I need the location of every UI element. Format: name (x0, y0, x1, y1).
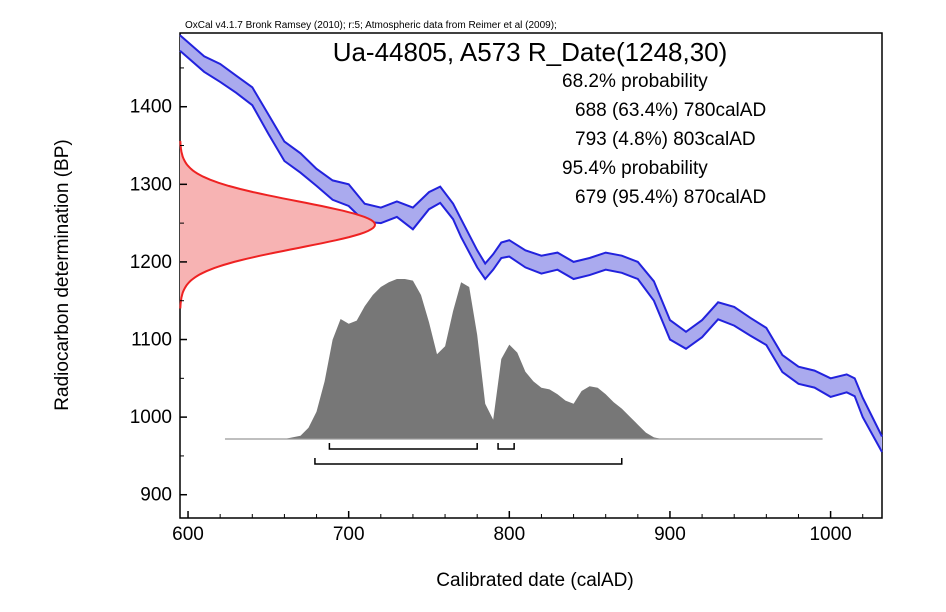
oxcal-credit: OxCal v4.1.7 Bronk Ramsey (2010); r:5; A… (185, 20, 557, 31)
radiocarbon-line (179, 140, 377, 309)
range-bracket (328, 443, 478, 450)
y-tick-label: 900 (140, 485, 172, 506)
summary-line: 95.4% probability (562, 158, 708, 179)
summary-line: 68.2% probability (562, 71, 708, 92)
x-axis-label: Calibrated date (calAD) (436, 570, 633, 591)
plot-frame (179, 32, 883, 519)
calibration-lower-line (179, 50, 883, 453)
x-tick-label: 800 (493, 524, 525, 545)
summary-line: 793 (4.8%) 803calAD (575, 129, 756, 150)
y-tick-label: 1200 (130, 252, 172, 273)
x-tick-label: 1000 (809, 524, 851, 545)
x-tick-label: 600 (172, 524, 204, 545)
x-tick-label: 900 (654, 524, 686, 545)
radiocarbon-distribution (179, 140, 377, 309)
range-bracket (497, 443, 515, 450)
x-axis-ticks: 600 700 800 900 1000 (172, 511, 864, 545)
probability-range-bars (314, 443, 623, 465)
y-tick-label: 1100 (131, 330, 172, 351)
y-tick-label: 1300 (130, 174, 172, 195)
summary-line: 688 (63.4%) 780calAD (575, 100, 766, 121)
y-tick-label: 1000 (130, 407, 172, 428)
chart-title: Ua-44805, A573 R_Date(1248,30) (333, 37, 728, 67)
summary-line: 679 (95.4%) 870calAD (575, 187, 766, 208)
posterior-area (225, 279, 670, 439)
calibration-curve (179, 34, 883, 453)
posterior-distribution (224, 279, 823, 440)
y-axis-ticks: 900 1000 1100 1200 1300 1400 (130, 67, 187, 506)
y-tick-label: 1400 (130, 97, 172, 118)
range-bracket (314, 458, 623, 465)
calibration-upper-line (179, 34, 883, 437)
x-tick-label: 700 (333, 524, 365, 545)
radiocarbon-fill (180, 140, 375, 309)
y-axis-label: Radiocarbon determination (BP) (52, 139, 73, 410)
